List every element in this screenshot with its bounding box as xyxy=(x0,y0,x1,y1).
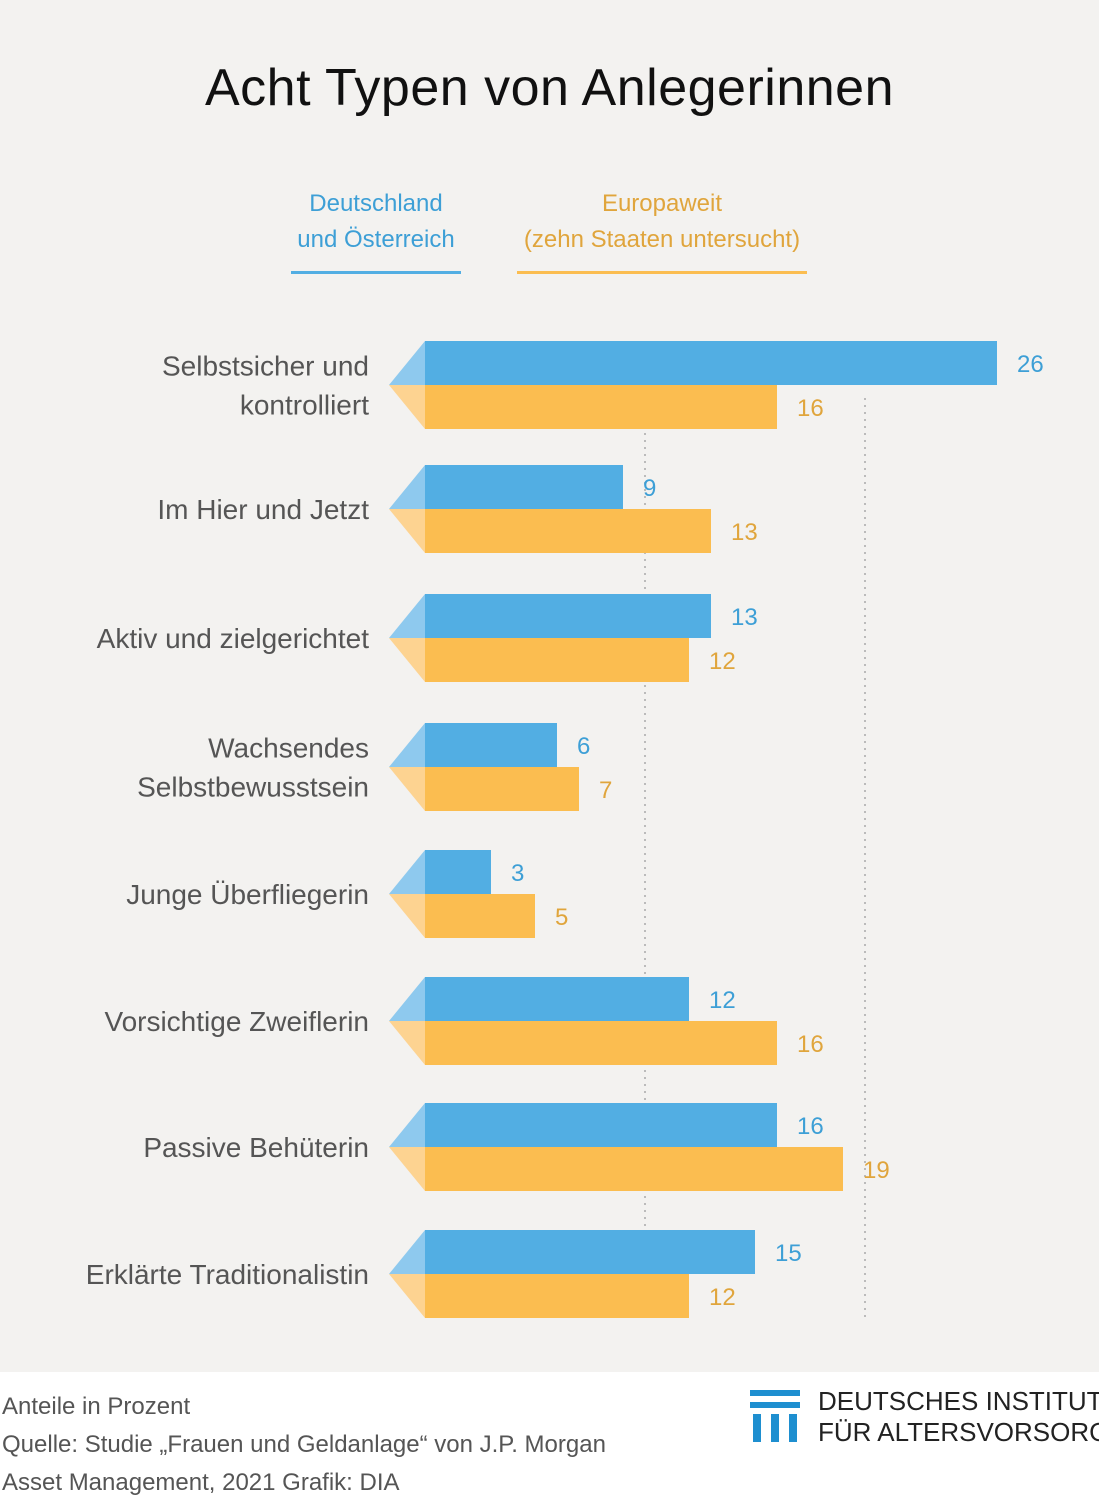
category-label-0-1: kontrolliert xyxy=(240,390,369,421)
bar-tip-de-6 xyxy=(389,1103,425,1147)
source-line-1: Quelle: Studie „Frauen und Geldanlage“ v… xyxy=(2,1431,606,1458)
dia-logo-icon xyxy=(750,1390,800,1442)
bar-tip-eu-6 xyxy=(389,1147,425,1191)
bar-eu-2 xyxy=(425,638,689,682)
bar-eu-6 xyxy=(425,1147,843,1191)
bar-de-0 xyxy=(425,341,997,385)
bar-chart: 26 16 Selbstsicher und kontrolliert 9 13 Im Hi… xyxy=(86,341,1044,1318)
value-label-de-3: 6 xyxy=(577,733,590,760)
bar-tip-de-1 xyxy=(389,465,425,509)
legend-europaweit-underline xyxy=(517,271,807,274)
bar-tip-eu-7 xyxy=(389,1274,425,1318)
legend-deutschland-line-1: Deutschland xyxy=(309,190,443,217)
value-label-de-1: 9 xyxy=(643,475,656,502)
bar-tip-de-5 xyxy=(389,977,425,1021)
chart-title: Acht Typen von Anlegerinnen xyxy=(204,59,895,117)
legend-europaweit-line-1: Europaweit xyxy=(601,190,723,217)
bar-tip-de-3 xyxy=(389,723,425,767)
value-label-de-2: 13 xyxy=(731,604,758,631)
value-label-eu-4: 5 xyxy=(555,904,568,931)
bar-tip-de-7 xyxy=(389,1230,425,1274)
category-label-0-0: Selbstsicher und xyxy=(162,351,369,382)
source-line-2: Asset Management, 2021 Grafik: DIA xyxy=(2,1469,400,1496)
value-label-de-6: 16 xyxy=(797,1113,824,1140)
footer-notes: Anteile in Prozent Quelle: Studie „Fraue… xyxy=(2,1388,606,1502)
bar-tip-de-0 xyxy=(389,341,425,385)
bar-tip-eu-3 xyxy=(389,767,425,811)
category-label-6-0: Passive Behüterin xyxy=(143,1132,369,1163)
bar-tip-eu-5 xyxy=(389,1021,425,1065)
bar-eu-4 xyxy=(425,894,535,938)
bar-eu-1 xyxy=(425,509,711,553)
bar-eu-7 xyxy=(425,1274,689,1318)
category-label-1-0: Im Hier und Jetzt xyxy=(157,494,369,525)
logo-line-1: DEUTSCHES INSTITUT xyxy=(818,1386,1099,1416)
bar-tip-eu-2 xyxy=(389,638,425,682)
value-label-eu-3: 7 xyxy=(599,777,612,804)
bar-de-6 xyxy=(425,1103,777,1147)
bar-tip-de-4 xyxy=(389,850,425,894)
bar-eu-3 xyxy=(425,767,579,811)
value-label-eu-6: 19 xyxy=(863,1157,890,1184)
bar-de-2 xyxy=(425,594,711,638)
bar-tip-de-2 xyxy=(389,594,425,638)
value-label-eu-0: 16 xyxy=(797,395,824,422)
legend-deutschland-underline xyxy=(291,271,461,274)
bar-eu-5 xyxy=(425,1021,777,1065)
value-label-eu-2: 12 xyxy=(709,648,736,675)
dia-logo-text: DEUTSCHES INSTITUT FÜR ALTERSVORSORGE xyxy=(818,1386,1099,1448)
bar-de-3 xyxy=(425,723,557,767)
bar-tip-eu-1 xyxy=(389,509,425,553)
logo-line-2: FÜR ALTERSVORSORGE xyxy=(818,1417,1099,1447)
value-label-eu-7: 12 xyxy=(709,1284,736,1311)
bar-tip-eu-0 xyxy=(389,385,425,429)
bar-de-4 xyxy=(425,850,491,894)
value-label-de-7: 15 xyxy=(775,1240,802,1267)
category-label-3-0: Wachsendes xyxy=(208,733,369,764)
bar-de-7 xyxy=(425,1230,755,1274)
category-label-5-0: Vorsichtige Zweiflerin xyxy=(104,1006,369,1037)
legend-deutschland-line-2: und Österreich xyxy=(297,226,455,253)
legend-europaweit: Europaweit (zehn Staaten untersucht) xyxy=(517,186,807,274)
category-label-3-1: Selbstbewusstsein xyxy=(137,772,369,803)
bar-tip-eu-4 xyxy=(389,894,425,938)
bar-eu-0 xyxy=(425,385,777,429)
category-label-2-0: Aktiv und zielgerichtet xyxy=(97,623,370,654)
bar-de-5 xyxy=(425,977,689,1021)
legend-deutschland: Deutschland und Österreich xyxy=(291,186,461,274)
legend-europaweit-line-2: (zehn Staaten untersucht) xyxy=(523,226,801,253)
category-label-4-0: Junge Überfliegerin xyxy=(126,879,369,910)
category-label-7-0: Erklärte Traditionalistin xyxy=(86,1259,369,1290)
unit-note: Anteile in Prozent xyxy=(2,1393,191,1420)
value-label-de-5: 12 xyxy=(709,987,736,1014)
value-label-de-0: 26 xyxy=(1017,351,1044,378)
value-label-eu-1: 13 xyxy=(731,519,758,546)
value-label-de-4: 3 xyxy=(511,860,524,887)
bar-de-1 xyxy=(425,465,623,509)
value-label-eu-5: 16 xyxy=(797,1031,824,1058)
